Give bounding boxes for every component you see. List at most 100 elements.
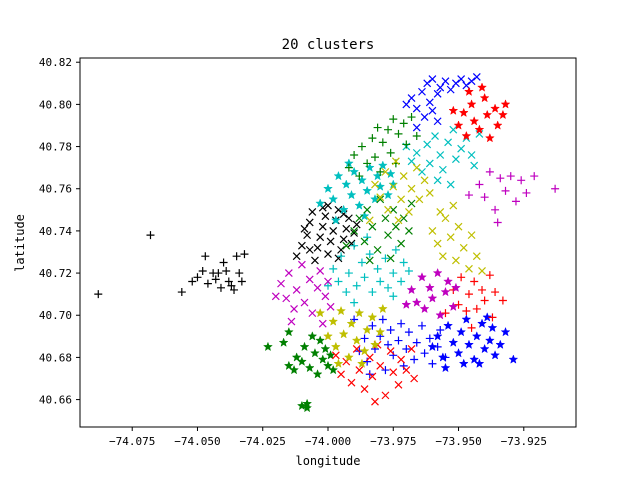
star-marker: [461, 314, 472, 324]
y-axis-label: latitude: [13, 214, 27, 272]
star-marker: [450, 282, 461, 293]
plus-marker: [402, 344, 411, 353]
x-marker: [428, 226, 437, 235]
plus-marker: [357, 258, 366, 267]
plus-marker: [350, 150, 359, 159]
cluster-series: [428, 201, 486, 275]
star-marker: [469, 354, 480, 364]
plus-marker: [363, 357, 372, 366]
x-marker: [407, 94, 416, 102]
plus-marker: [394, 336, 403, 345]
plus-marker: [551, 184, 560, 193]
plus-marker: [420, 349, 429, 358]
plus-marker: [370, 153, 379, 162]
star-marker: [500, 99, 511, 109]
x-marker: [316, 267, 325, 275]
star-marker: [315, 198, 326, 208]
star-marker: [299, 341, 310, 352]
x-marker: [418, 87, 426, 96]
x-marker: [347, 378, 356, 387]
x-marker: [436, 208, 445, 216]
plus-marker: [496, 174, 505, 183]
star-marker: [477, 82, 487, 92]
plus-marker: [399, 119, 408, 128]
y-tick-label: 40.68: [39, 351, 72, 364]
x-marker: [363, 205, 372, 214]
x-marker: [410, 374, 419, 383]
star-marker: [349, 166, 360, 177]
x-marker: [420, 113, 429, 121]
star-marker: [356, 358, 367, 368]
x-marker: [308, 208, 317, 216]
star-marker: [323, 183, 333, 193]
plus-marker: [397, 277, 406, 286]
plus-marker: [464, 191, 473, 200]
x-marker: [399, 172, 408, 181]
plus-marker: [227, 281, 236, 290]
star-marker: [458, 107, 469, 118]
x-marker: [446, 180, 455, 189]
plus-marker: [399, 258, 408, 267]
x-marker: [457, 75, 466, 84]
cluster-series: [365, 157, 434, 225]
star-marker: [440, 362, 451, 373]
x-tick-label: −73.950: [435, 435, 481, 448]
plus-marker: [384, 283, 393, 292]
cluster-series: [263, 326, 339, 413]
star-marker: [263, 341, 273, 352]
star-marker: [461, 130, 472, 141]
star-marker: [448, 337, 459, 347]
star-marker: [377, 303, 388, 314]
plus-marker: [337, 252, 346, 261]
plus-marker: [530, 172, 539, 181]
x-marker: [365, 216, 374, 225]
star-marker: [291, 352, 302, 362]
plus-marker: [467, 323, 476, 332]
x-marker: [329, 226, 338, 235]
star-marker: [383, 189, 393, 200]
x-marker: [433, 176, 442, 185]
star-marker: [307, 331, 318, 341]
star-marker: [479, 343, 490, 354]
plus-marker: [235, 269, 244, 278]
x-marker: [412, 123, 421, 132]
x-marker: [451, 256, 460, 265]
star-marker: [487, 322, 498, 333]
star-marker: [385, 168, 396, 179]
x-marker: [420, 176, 429, 185]
plus-marker: [230, 285, 239, 294]
x-marker: [386, 254, 395, 263]
plus-marker: [237, 277, 246, 286]
x-tick-label: −73.925: [501, 435, 547, 448]
plus-marker: [478, 285, 487, 294]
star-marker: [346, 189, 357, 200]
x-marker: [334, 205, 343, 214]
star-marker: [336, 305, 347, 316]
star-marker: [437, 352, 448, 362]
star-marker: [471, 331, 482, 341]
star-marker: [443, 276, 454, 286]
star-marker: [302, 402, 313, 413]
x-marker: [391, 157, 400, 166]
x-marker: [339, 235, 348, 244]
plus-marker: [491, 205, 500, 214]
x-marker: [451, 155, 460, 164]
star-marker: [411, 297, 422, 307]
star-marker: [354, 200, 365, 210]
cluster-series: [402, 73, 481, 132]
star-marker: [466, 99, 477, 109]
plus-marker: [193, 273, 202, 282]
plus-marker: [407, 113, 416, 122]
y-tick-label: 40.72: [39, 267, 72, 280]
x-marker: [441, 77, 450, 86]
plus-marker: [352, 281, 361, 290]
x-marker: [355, 366, 364, 374]
x-marker: [433, 89, 442, 98]
plus-marker: [386, 326, 395, 335]
star-marker: [448, 301, 459, 312]
x-marker: [371, 180, 379, 189]
star-marker: [333, 358, 344, 368]
cluster-series: [315, 303, 388, 368]
star-marker: [495, 339, 506, 349]
plus-marker: [412, 132, 421, 141]
